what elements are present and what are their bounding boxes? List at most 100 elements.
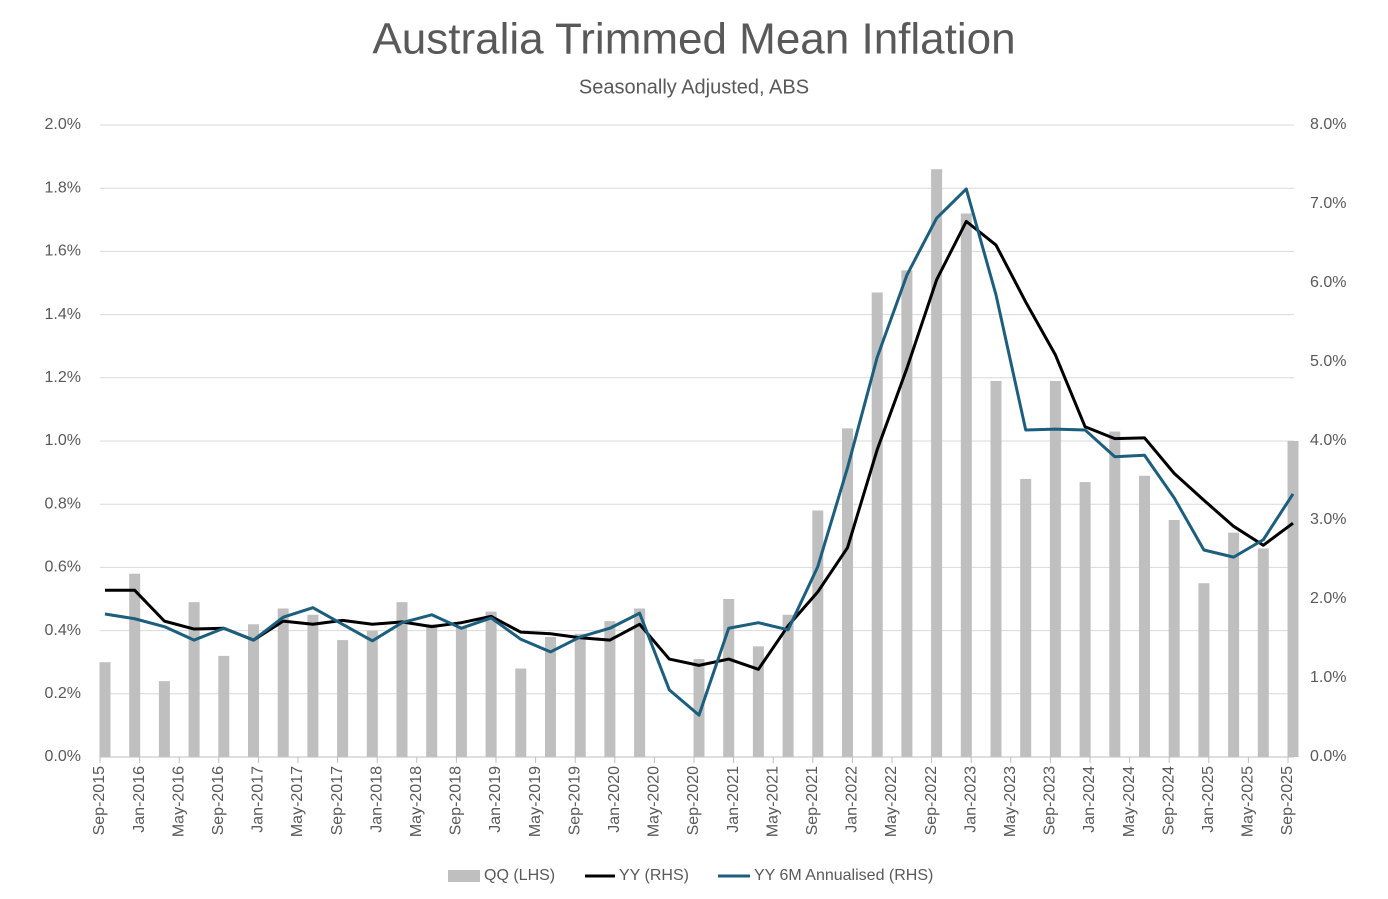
bar — [218, 655, 230, 757]
bar — [1079, 482, 1091, 757]
x-tick-label: May-2021 — [764, 766, 781, 837]
x-tick-label: Jan-2018 — [368, 766, 385, 833]
bar — [634, 608, 646, 757]
y-tick-label: 0.4% — [45, 622, 81, 639]
bar — [366, 630, 378, 757]
y-tick-label: 0.8% — [45, 495, 81, 512]
chart-subtitle: Seasonally Adjusted, ABS — [579, 76, 809, 98]
x-tick-label: Sep-2025 — [1279, 766, 1296, 835]
bar — [545, 636, 556, 757]
bar — [960, 213, 972, 758]
bar — [455, 627, 467, 757]
y-tick-label: 1.4% — [45, 306, 81, 323]
x-tick-label: Jan-2016 — [131, 766, 148, 833]
bar — [1109, 431, 1121, 757]
x-tick-label: Sep-2017 — [329, 766, 346, 835]
x-tick-label: Jan-2024 — [1081, 766, 1098, 833]
y2-tick-label: 0.0% — [1310, 748, 1346, 765]
y-tick-label: 1.6% — [45, 243, 81, 260]
bar — [842, 428, 853, 757]
y2-tick-label: 5.0% — [1310, 353, 1346, 370]
bar — [188, 602, 200, 757]
x-tick-label: Jan-2025 — [1200, 766, 1217, 833]
x-tick-label: Sep-2023 — [1042, 766, 1059, 835]
y2-tick-label: 7.0% — [1310, 195, 1346, 212]
x-tick-label: Sep-2018 — [448, 766, 465, 835]
line — [105, 219, 1294, 671]
x-tick-label: Jan-2022 — [844, 766, 861, 833]
bar — [158, 681, 170, 757]
legend-item: YY 6M Annualised (RHS) — [718, 867, 933, 884]
bar — [604, 621, 616, 757]
line — [104, 187, 1295, 717]
y2-tick-label: 8.0% — [1310, 116, 1346, 133]
bar — [693, 659, 705, 757]
x-tick-label: May-2025 — [1240, 766, 1257, 837]
bar — [1020, 478, 1032, 757]
bar — [752, 646, 764, 757]
bar — [277, 608, 289, 757]
x-tick-label: May-2016 — [170, 766, 187, 837]
x-tick-label: Sep-2019 — [566, 766, 583, 835]
chart-title: Australia Trimmed Mean Inflation — [372, 15, 1015, 64]
y-tick-label: 1.0% — [45, 432, 81, 449]
y-tick-label: 0.2% — [45, 685, 81, 702]
x-tick-label: Jan-2017 — [250, 766, 267, 833]
bar — [1198, 583, 1210, 757]
bar — [990, 380, 1002, 757]
x-tick-label: May-2024 — [1121, 766, 1138, 837]
legend-label: YY 6M Annualised (RHS) — [754, 867, 933, 884]
legend-item: YY (RHS) — [585, 867, 689, 884]
bar — [485, 611, 497, 757]
x-tick-label: May-2020 — [646, 766, 663, 837]
y2-tick-label: 3.0% — [1310, 511, 1346, 528]
bar — [426, 624, 438, 757]
x-tick-label: Sep-2022 — [923, 766, 940, 835]
bar — [337, 640, 349, 757]
x-tick-label: Sep-2021 — [804, 766, 821, 835]
x-tick-label: Jan-2021 — [725, 766, 742, 833]
bar — [1228, 532, 1240, 757]
y2-tick-label: 1.0% — [1310, 669, 1346, 686]
bar — [574, 633, 586, 757]
bar — [1168, 520, 1180, 757]
bar — [248, 624, 259, 757]
x-tick-label: Jan-2019 — [487, 766, 504, 833]
x-tick-label: May-2019 — [527, 766, 544, 837]
legend-label: QQ (LHS) — [484, 867, 555, 884]
bar — [901, 270, 913, 757]
bar — [1049, 380, 1061, 757]
y2-tick-label: 6.0% — [1310, 274, 1346, 291]
bar — [1257, 548, 1269, 757]
legend-item: QQ (LHS) — [448, 867, 555, 884]
legend-swatch — [448, 870, 480, 882]
bar — [307, 614, 319, 757]
y2-tick-label: 2.0% — [1310, 590, 1346, 607]
x-tick-label: Jan-2020 — [606, 766, 623, 833]
y-tick-label: 0.0% — [45, 748, 81, 765]
x-tick-label: Sep-2020 — [685, 766, 702, 835]
y-tick-label: 0.6% — [45, 559, 81, 576]
x-tick-label: Jan-2023 — [962, 766, 979, 833]
bar — [931, 169, 943, 758]
x-tick-label: May-2018 — [408, 766, 425, 837]
bar — [812, 510, 824, 757]
bar — [99, 662, 111, 757]
y2-tick-label: 4.0% — [1310, 432, 1346, 449]
y-tick-label: 1.2% — [45, 369, 81, 386]
bar — [1139, 475, 1150, 757]
bar — [129, 573, 141, 757]
bar — [396, 602, 408, 757]
x-tick-label: May-2022 — [883, 766, 900, 837]
x-tick-label: May-2023 — [1002, 766, 1019, 837]
x-tick-label: Sep-2016 — [210, 766, 227, 835]
x-tick-label: May-2017 — [289, 766, 306, 837]
legend-label: YY (RHS) — [619, 867, 689, 884]
y-tick-label: 1.8% — [45, 179, 81, 196]
bar — [723, 599, 735, 757]
x-tick-label: Sep-2024 — [1160, 766, 1177, 835]
bar — [782, 614, 794, 757]
bar — [1287, 441, 1299, 757]
x-tick-label: Sep-2015 — [91, 766, 108, 835]
